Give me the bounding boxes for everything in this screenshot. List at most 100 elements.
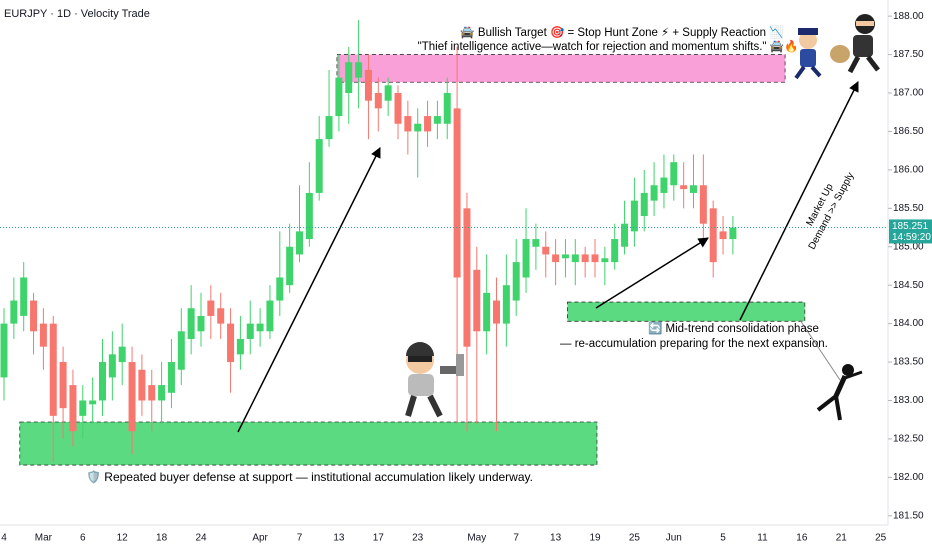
- annotation: 🔄 Mid-trend consolidation phase: [648, 321, 819, 335]
- candle-body: [552, 254, 560, 263]
- candle-body: [138, 369, 146, 401]
- candle-body: [79, 400, 87, 416]
- y-tick-label: 182.50: [893, 434, 924, 445]
- candle-body: [217, 308, 225, 324]
- candle-body: [433, 116, 441, 124]
- candle-body: [719, 231, 727, 240]
- x-tick-label: 12: [117, 533, 129, 544]
- candle-body: [99, 362, 106, 401]
- rope: [799, 319, 841, 381]
- candle-body: [305, 192, 313, 240]
- x-tick-label: 24: [195, 533, 207, 544]
- candle-body: [236, 338, 244, 355]
- candle-body: [473, 269, 481, 332]
- y-tick-label: 184.00: [893, 318, 924, 329]
- candle-body: [296, 231, 303, 255]
- candle-body: [542, 246, 550, 255]
- candle-body: [660, 177, 668, 193]
- annotation: 🛡️ Repeated buyer defense at support — i…: [86, 470, 533, 484]
- candle-body: [424, 116, 432, 132]
- annotation: 🚔 Bullish Target 🎯 = Stop Hunt Zone ⚡ + …: [460, 25, 783, 39]
- candle-body: [561, 254, 569, 259]
- candle-body: [650, 185, 658, 201]
- x-tick-label: Mar: [35, 533, 53, 544]
- annotation: — re-accumulation preparing for the next…: [560, 338, 828, 350]
- x-tick-label: 7: [513, 533, 519, 544]
- zone: [336, 54, 786, 83]
- y-tick-label: 186.50: [893, 126, 924, 137]
- zones: [19, 54, 806, 466]
- candle-body: [148, 385, 156, 401]
- y-tick-label: 183.50: [893, 357, 924, 368]
- candle-body: [621, 223, 629, 247]
- x-tick-label: 13: [550, 533, 562, 544]
- y-tick-label: 187.50: [893, 49, 924, 60]
- candle-body: [118, 346, 126, 363]
- y-tick-label: 185.00: [893, 241, 924, 252]
- candle-body: [591, 254, 599, 263]
- annotation: "Thief intelligence active—watch for rej…: [418, 39, 799, 53]
- candle-body: [522, 239, 530, 278]
- candles: [0, 19, 737, 462]
- candle-body: [571, 254, 579, 263]
- zone: [567, 301, 806, 322]
- x-tick-label: 25: [629, 533, 641, 544]
- candle-body: [374, 93, 382, 109]
- x-tick-label: 7: [297, 533, 303, 544]
- candle-body: [167, 362, 175, 393]
- x-tick-label: Apr: [252, 533, 268, 544]
- drill-thief-cartoon: [405, 342, 464, 418]
- candle-body: [404, 116, 412, 132]
- candle-body: [690, 185, 697, 193]
- candle-body: [611, 239, 619, 263]
- arrow: [739, 81, 859, 321]
- climber-cartoon: [816, 364, 863, 421]
- candle-body: [0, 323, 8, 378]
- candle-body: [89, 400, 97, 405]
- candle-body: [601, 258, 609, 263]
- candle-body: [581, 254, 589, 263]
- candle-body: [493, 300, 500, 324]
- candle-body: [256, 323, 264, 332]
- candle-body: [325, 116, 333, 140]
- candle-body: [463, 208, 471, 347]
- x-tick-label: 5: [720, 533, 726, 544]
- x-tick-label: May: [467, 533, 486, 544]
- candle-body: [227, 323, 235, 363]
- candle-body: [640, 192, 648, 216]
- candle-body: [364, 69, 372, 101]
- candle-body: [453, 108, 461, 278]
- candle-body: [187, 308, 195, 339]
- y-tick-label: 181.50: [893, 510, 924, 521]
- candle-body: [709, 208, 717, 263]
- candle-body: [39, 323, 47, 347]
- candle-body: [30, 300, 38, 332]
- y-tick-label: 185.50: [893, 203, 924, 214]
- x-tick-label: 16: [796, 533, 808, 544]
- candle-body: [20, 277, 28, 316]
- y-tick-label: 187.00: [893, 88, 924, 99]
- zone: [19, 421, 598, 466]
- arrow: [237, 147, 381, 433]
- candle-body: [443, 93, 451, 124]
- candle-body: [315, 139, 323, 193]
- candle-body: [670, 162, 678, 186]
- x-tick-label: 19: [589, 533, 601, 544]
- candle-body: [197, 315, 205, 332]
- candle-body: [10, 300, 18, 324]
- x-tick-label: 23: [412, 533, 424, 544]
- x-tick-label: 4: [1, 533, 7, 544]
- thief-cartoon: [830, 14, 880, 74]
- x-tick-label: 13: [333, 533, 345, 544]
- x-tick-label: 11: [757, 533, 768, 544]
- candle-body: [207, 300, 215, 316]
- x-tick-label: 18: [156, 533, 168, 544]
- x-tick-label: 6: [80, 533, 86, 544]
- candle-body: [532, 239, 540, 247]
- candle-body: [502, 285, 510, 324]
- y-tick-label: 184.50: [893, 280, 924, 291]
- x-tick-label: 25: [875, 533, 887, 544]
- candle-body: [355, 62, 363, 78]
- candle-body: [630, 200, 638, 232]
- candle-body: [158, 385, 166, 401]
